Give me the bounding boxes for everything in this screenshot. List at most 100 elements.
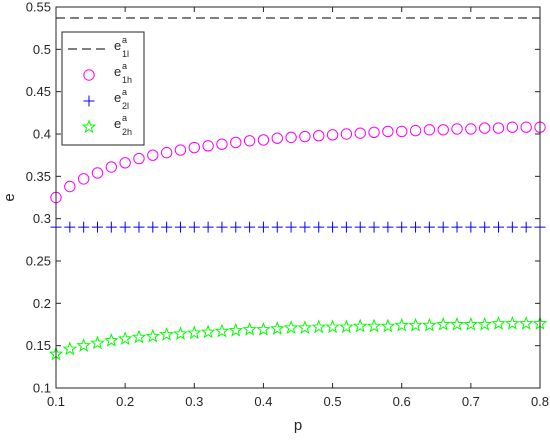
- data-point: [493, 221, 505, 233]
- data-point: [285, 221, 297, 233]
- data-point: [394, 317, 409, 332]
- data-point: [505, 316, 520, 330]
- y-tick-label: 0.3: [33, 211, 51, 226]
- data-point: [380, 318, 396, 333]
- data-point: [449, 316, 465, 331]
- legend-item: e a 2l: [83, 87, 129, 111]
- data-point: [396, 221, 408, 233]
- data-point: [188, 141, 200, 154]
- data-point: [478, 122, 491, 134]
- data-point: [409, 124, 422, 137]
- series-plus: [50, 221, 546, 233]
- data-point: [451, 221, 463, 233]
- data-point: [202, 221, 214, 233]
- data-point: [230, 221, 242, 233]
- data-point: [216, 138, 228, 150]
- data-point: [422, 317, 437, 332]
- data-point: [325, 319, 340, 334]
- data-point: [147, 149, 159, 161]
- data-point: [76, 338, 91, 352]
- data-point: [506, 121, 519, 133]
- y-tick-label: 0.15: [26, 338, 51, 353]
- x-tick-label: 0.1: [47, 394, 65, 409]
- legend-label: e: [114, 90, 121, 105]
- data-point: [326, 129, 339, 141]
- data-point: [256, 321, 271, 336]
- y-axis: 0.1 0.15 0.2 0.25 0.3 0.35 0.4 0.45 0.5 0.55: [26, 0, 540, 396]
- data-point: [506, 221, 518, 233]
- data-point: [477, 316, 492, 331]
- data-point: [216, 221, 228, 233]
- data-point: [491, 316, 506, 330]
- y-tick-label: 0.35: [26, 169, 51, 184]
- y-axis-label: e: [1, 193, 18, 201]
- data-point: [437, 221, 449, 233]
- data-point: [200, 324, 216, 339]
- plot-area-frame: [55, 6, 541, 389]
- data-point: [188, 221, 200, 233]
- data-point: [90, 335, 105, 350]
- data-point: [313, 129, 325, 142]
- data-point: [437, 124, 449, 136]
- legend-label-superscript: a: [122, 61, 127, 71]
- legend-symbol: [81, 119, 97, 134]
- data-point: [340, 128, 353, 140]
- x-axis-label: p: [294, 417, 302, 434]
- data-point: [297, 320, 313, 335]
- data-point: [520, 121, 532, 133]
- data-point: [161, 221, 173, 233]
- data-point: [423, 124, 436, 136]
- x-tick-label: 0.3: [185, 394, 203, 409]
- legend-label-superscript: a: [122, 87, 127, 97]
- data-point: [214, 323, 230, 338]
- data-point: [396, 125, 408, 138]
- y-tick-label: 0.4: [33, 127, 51, 142]
- data-point: [62, 341, 78, 356]
- legend-label-subscript: 2l: [122, 101, 129, 111]
- data-point: [228, 322, 244, 337]
- legend-label: e: [114, 64, 121, 79]
- legend-label-subscript: 1l: [122, 49, 129, 59]
- x-tick-label: 0.4: [254, 394, 272, 409]
- data-point: [352, 318, 368, 333]
- legend-item: e a 1l: [68, 35, 129, 59]
- data-point: [368, 126, 380, 139]
- x-tick-label: 0.2: [116, 394, 134, 409]
- legend-label-subscript: 2h: [122, 127, 132, 137]
- data-point: [313, 221, 325, 233]
- data-point: [242, 321, 257, 336]
- data-point: [147, 221, 159, 233]
- legend-item: e a 2h: [81, 113, 132, 137]
- data-point: [423, 221, 435, 233]
- y-tick-label: 0.2: [33, 296, 51, 311]
- data-point: [410, 221, 422, 233]
- data-point: [78, 221, 90, 233]
- data-point: [283, 320, 299, 335]
- data-point: [187, 325, 202, 340]
- data-point: [327, 221, 339, 233]
- x-tick-label: 0.8: [531, 394, 549, 409]
- legend-symbol: [83, 95, 95, 107]
- legend-label: e: [114, 116, 121, 131]
- series-star: [48, 316, 548, 361]
- y-tick-label: 0.45: [26, 84, 51, 99]
- legend-label: e: [114, 38, 121, 53]
- data-point: [257, 134, 270, 146]
- x-tick-label: 0.5: [324, 394, 342, 409]
- data-point: [366, 318, 382, 333]
- data-point: [230, 136, 242, 149]
- data-point: [173, 326, 188, 340]
- data-point: [202, 140, 214, 152]
- data-point: [463, 316, 479, 331]
- data-point: [271, 221, 283, 233]
- series-circle: [50, 121, 546, 204]
- x-tick-label: 0.6: [393, 394, 411, 409]
- data-point: [104, 332, 119, 347]
- legend-label-superscript: a: [122, 35, 127, 45]
- data-point: [64, 180, 76, 193]
- x-tick-label: 0.7: [462, 394, 480, 409]
- data-point: [119, 221, 131, 233]
- data-point: [174, 221, 186, 233]
- y-tick-label: 0.1: [33, 381, 51, 396]
